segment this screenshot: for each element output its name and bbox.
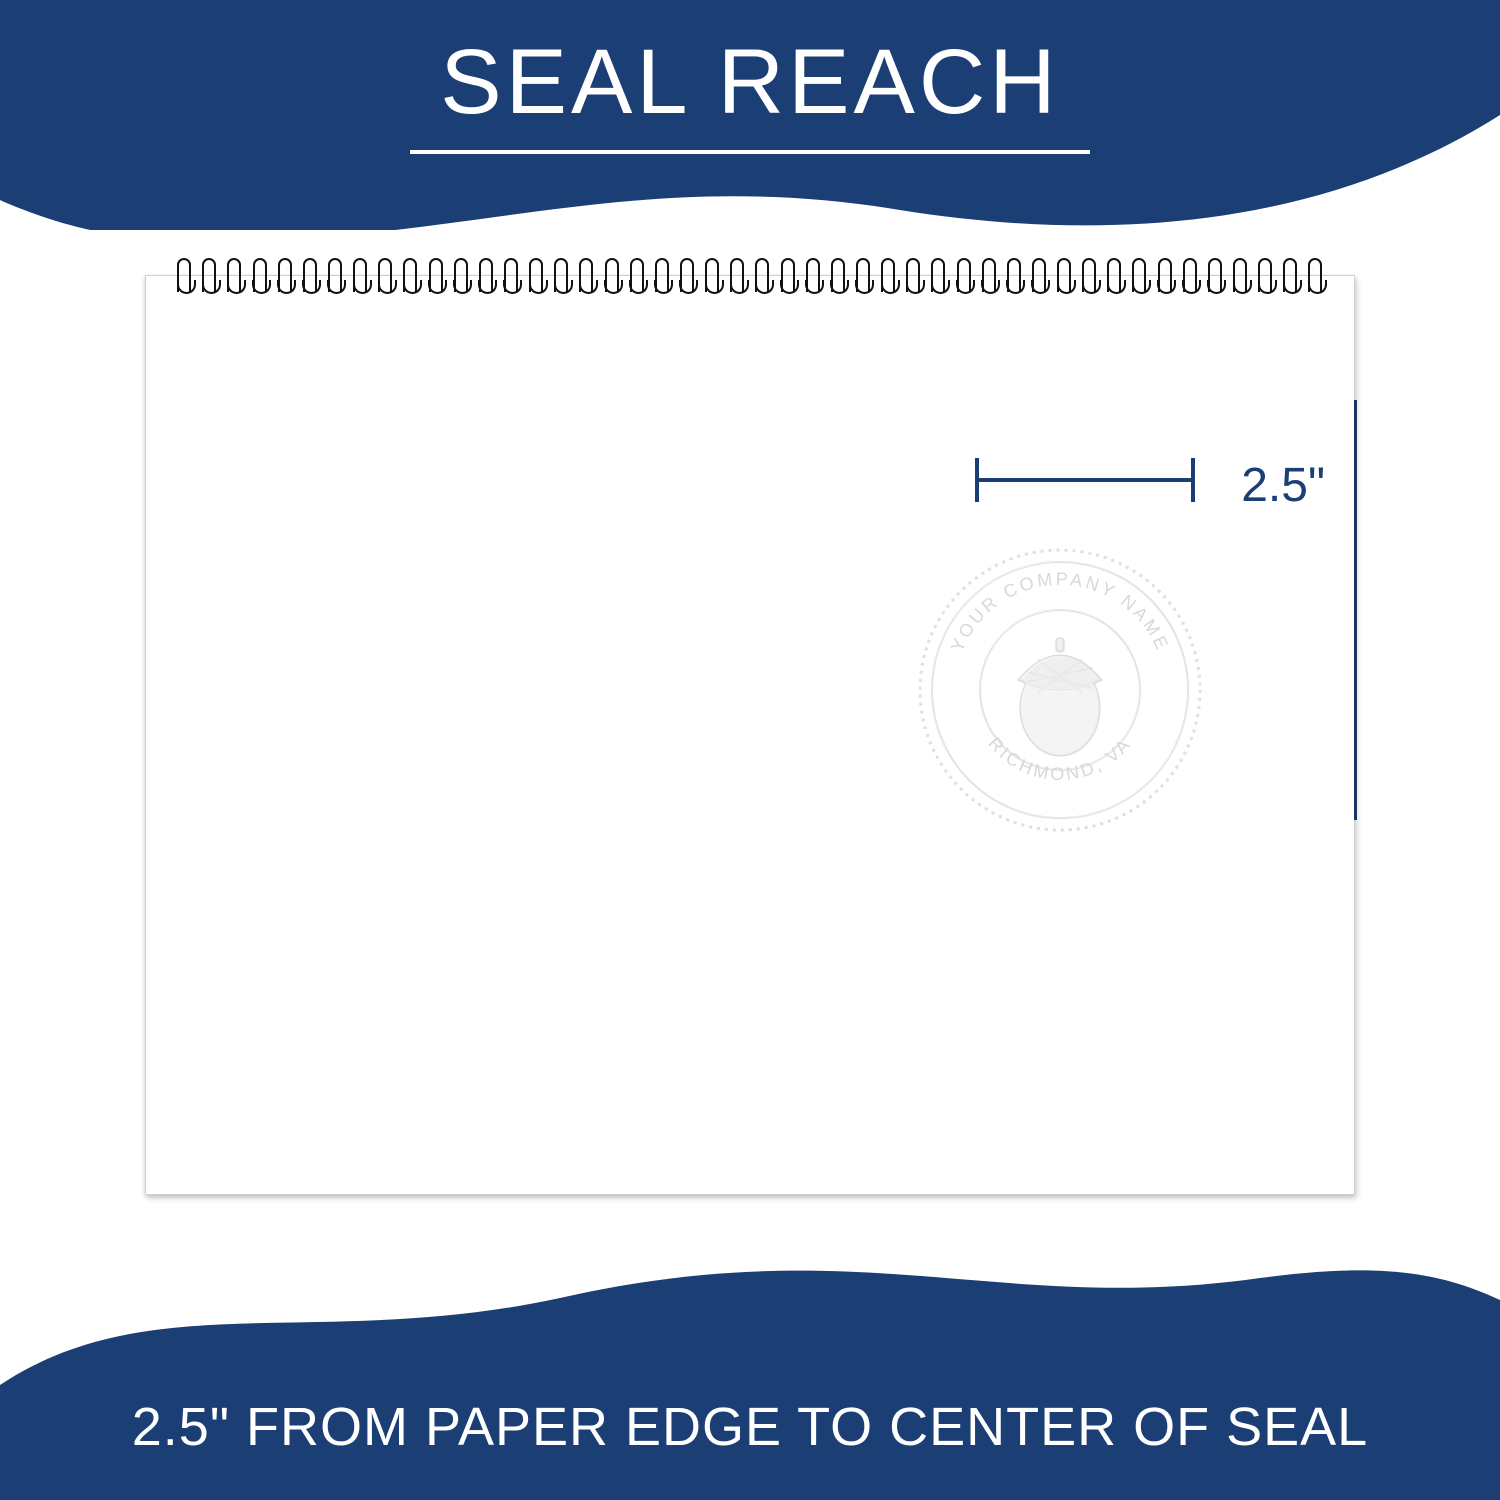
page-title: SEAL REACH [0, 30, 1500, 135]
infographic-container: SEAL REACH 2.5" [0, 0, 1500, 1500]
bottom-banner [0, 1270, 1500, 1500]
measure-cap-right [1191, 458, 1195, 502]
embossed-seal: YOUR COMPANY NAME RICHMOND, VA [910, 540, 1210, 840]
seal-svg: YOUR COMPANY NAME RICHMOND, VA [910, 540, 1210, 840]
measurement-indicator: 2.5" [855, 450, 1355, 510]
page-subtitle: 2.5" FROM PAPER EDGE TO CENTER OF SEAL [0, 1396, 1500, 1458]
spiral-binding [146, 258, 1354, 294]
bottom-wave-shape [0, 1270, 1500, 1500]
measure-line [975, 478, 1195, 482]
measure-label: 2.5" [1241, 458, 1325, 513]
title-underline [410, 150, 1090, 154]
